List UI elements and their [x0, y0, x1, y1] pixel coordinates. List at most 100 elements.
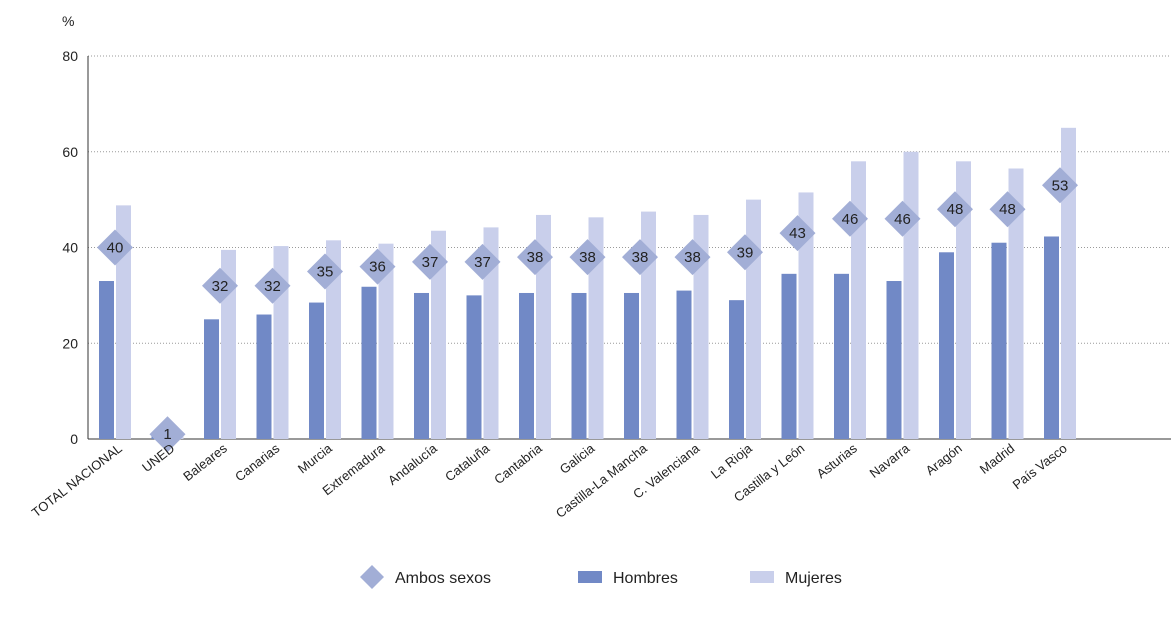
bar-mujeres — [116, 205, 131, 439]
x-tick-label: Madrid — [977, 441, 1018, 477]
marker-ambos-sexos — [779, 215, 816, 252]
x-tick-label: Andalucía — [385, 440, 440, 488]
marker-ambos-sexos — [569, 239, 606, 276]
bar-hombres — [466, 295, 482, 439]
marker-ambos-sexos — [937, 191, 973, 228]
bar-hombres — [991, 242, 1007, 439]
bar-hombres — [361, 286, 377, 439]
bar-mujeres — [798, 192, 814, 439]
bar-hombres — [1044, 236, 1059, 439]
bar-hombres — [309, 302, 324, 439]
bar-hombres — [939, 252, 954, 439]
data-label: 32 — [212, 278, 229, 295]
data-label: 36 — [369, 259, 386, 276]
x-tick-label: Baleares — [180, 440, 230, 484]
y-tick-label: 0 — [70, 431, 78, 447]
x-tick-label: Navarra — [867, 440, 913, 481]
x-tick-label: Cantabria — [491, 440, 545, 487]
marker-ambos-sexos — [832, 200, 868, 237]
bar-hombres — [571, 292, 587, 439]
data-label: 38 — [527, 249, 544, 266]
bar-hombres — [414, 292, 429, 439]
legend-swatch — [750, 571, 774, 583]
bar-hombres — [256, 314, 272, 439]
y-tick-label: 20 — [62, 335, 78, 351]
x-tick-label: Asturias — [814, 440, 861, 481]
x-tick-label: La Rioja — [708, 440, 755, 482]
marker-ambos-sexos — [674, 239, 711, 276]
data-label: 53 — [1052, 177, 1069, 194]
marker-ambos-sexos — [412, 243, 448, 280]
data-label: 43 — [789, 225, 806, 242]
bar-mujeres — [1061, 127, 1076, 439]
bar-mujeres — [326, 240, 341, 439]
bar-mujeres — [746, 199, 761, 439]
marker-ambos-sexos — [517, 239, 553, 276]
bar-mujeres — [693, 214, 709, 439]
bar-hombres — [886, 281, 902, 439]
bar-hombres — [834, 273, 849, 439]
data-label: 1 — [163, 426, 171, 443]
data-label: 46 — [842, 211, 859, 228]
x-tick-label: TOTAL NACIONAL — [29, 441, 125, 521]
data-label: 40 — [107, 240, 124, 257]
bar-mujeres — [536, 214, 551, 439]
bar-hombres — [624, 292, 639, 439]
bar-hombres — [99, 281, 114, 439]
data-label: 37 — [422, 254, 439, 271]
data-label: 48 — [999, 201, 1016, 218]
marker-ambos-sexos — [359, 248, 396, 285]
bar-hombres — [781, 273, 797, 439]
bar-hombres — [729, 300, 744, 439]
bar-hombres — [519, 292, 534, 439]
marker-ambos-sexos — [989, 191, 1026, 228]
y-ticks: 0 20 40 60 80 — [62, 48, 78, 447]
x-tick-labels: TOTAL NACIONAL UNED Baleares Canarias Murcia… — [29, 440, 1070, 521]
x-tick-label: Galicia — [557, 440, 598, 477]
data-label: 46 — [894, 211, 911, 228]
bar-hombres — [676, 290, 692, 439]
x-tick-label: UNED — [139, 441, 177, 476]
x-tick-label: Murcia — [295, 440, 336, 476]
bar-mujeres — [1008, 168, 1024, 439]
x-tick-label: País Vasco — [1010, 441, 1070, 493]
markers: 40 1 32 32 35 36 37 37 38 38 38 38 39 43 46 46 48 48 53 — [97, 167, 1078, 453]
bar-mujeres — [903, 151, 919, 439]
marker-ambos-sexos — [202, 267, 238, 304]
marker-ambos-sexos — [622, 239, 658, 276]
bar-hombres — [204, 319, 219, 439]
bar-mujeres — [956, 161, 971, 439]
y-axis-label: % — [62, 13, 74, 29]
marker-ambos-sexos — [149, 416, 186, 453]
data-label: 48 — [947, 201, 964, 218]
bars — [99, 127, 1076, 439]
bar-mujeres — [431, 230, 446, 439]
x-tick-label: Castilla-La Mancha — [553, 440, 651, 521]
y-tick-label: 40 — [62, 240, 78, 256]
marker-ambos-sexos — [727, 234, 763, 271]
x-tick-label: Canarias — [232, 440, 283, 484]
data-label: 38 — [684, 249, 701, 266]
legend-label: Mujeres — [785, 570, 842, 587]
marker-ambos-sexos — [464, 243, 501, 280]
marker-ambos-sexos — [884, 200, 921, 237]
data-label: 37 — [474, 254, 491, 271]
legend-label: Hombres — [613, 570, 678, 587]
legend-swatch-ambos-sexos — [360, 565, 384, 589]
bar-mujeres — [851, 161, 866, 439]
marker-ambos-sexos — [1042, 167, 1078, 204]
legend-label: Ambos sexos — [395, 570, 491, 587]
data-label: 38 — [579, 249, 596, 266]
y-tick-label: 80 — [62, 48, 78, 64]
data-label: 35 — [317, 263, 334, 280]
x-tick-label: Aragón — [923, 441, 965, 479]
x-tick-label: Cataluña — [442, 440, 493, 484]
marker-ambos-sexos — [307, 253, 343, 290]
marker-ambos-sexos — [97, 229, 133, 266]
bar-mujeres — [588, 217, 604, 439]
bar-mujeres — [483, 227, 499, 439]
y-tick-label: 60 — [62, 144, 78, 160]
legend-swatch — [578, 571, 602, 583]
